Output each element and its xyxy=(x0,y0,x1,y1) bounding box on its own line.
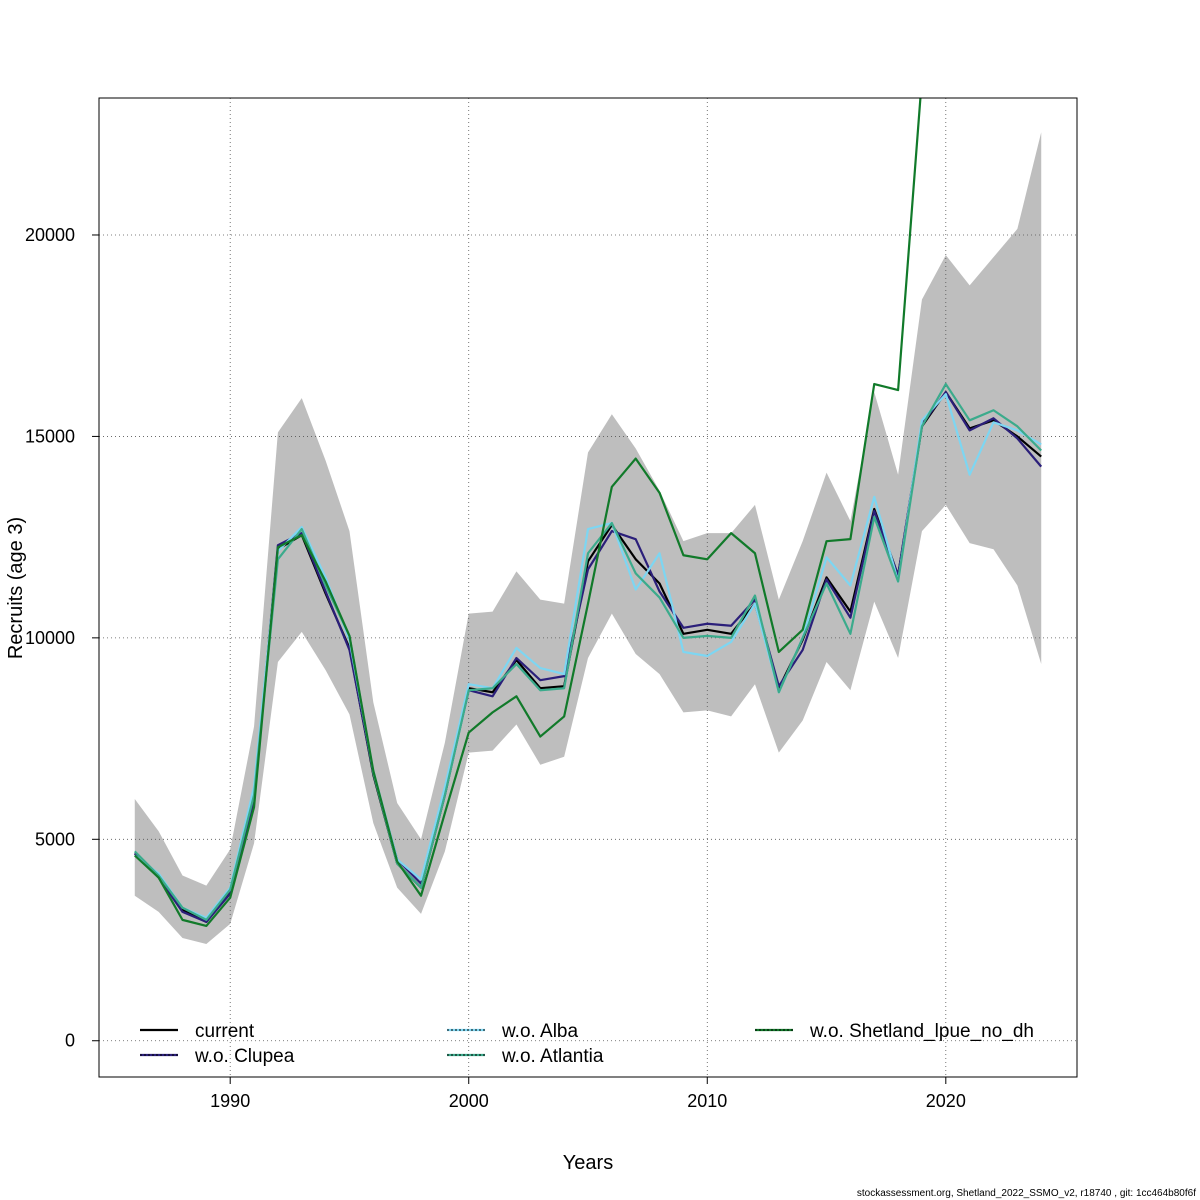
legend-label: w.o. Alba xyxy=(501,1021,578,1042)
y-tick-label: 10000 xyxy=(25,628,75,648)
x-axis-title: Years xyxy=(563,1152,613,1174)
y-tick-label: 20000 xyxy=(25,225,75,245)
legend-label: current xyxy=(195,1021,255,1042)
axis-layer: 1990 2000 2010 2020 0 5000 10000 15000 20000 xyxy=(25,225,966,1111)
confidence-band-layer xyxy=(134,132,1042,945)
plot-frame xyxy=(98,97,1078,1078)
series-line-4 xyxy=(134,98,922,928)
confidence-band xyxy=(134,132,1042,945)
x-tick-label: 2020 xyxy=(926,1091,966,1111)
grid-layer xyxy=(99,98,1077,1077)
x-tick-label: 2000 xyxy=(449,1091,489,1111)
legend-label: w.o. Clupea xyxy=(194,1046,295,1067)
y-tick-label: 15000 xyxy=(25,426,75,446)
legend: current w.o. Clupea w.o. Alba w.o. Atlantia… xyxy=(140,1021,1034,1067)
y-tick-label: 0 xyxy=(65,1031,75,1051)
y-axis-title: Recruits (age 3) xyxy=(5,517,27,659)
x-tick-label: 1990 xyxy=(210,1091,250,1111)
series-layer xyxy=(133,98,1043,928)
footer-caption: stockassessment.org, Shetland_2022_SSMO_… xyxy=(857,1188,1196,1199)
legend-label: w.o. Atlantia xyxy=(501,1046,604,1067)
series-line-3 xyxy=(133,382,1043,921)
x-tick-label: 2010 xyxy=(687,1091,727,1111)
legend-label: w.o. Shetland_lpue_no_dh xyxy=(809,1021,1034,1042)
y-tick-label: 5000 xyxy=(35,829,75,849)
